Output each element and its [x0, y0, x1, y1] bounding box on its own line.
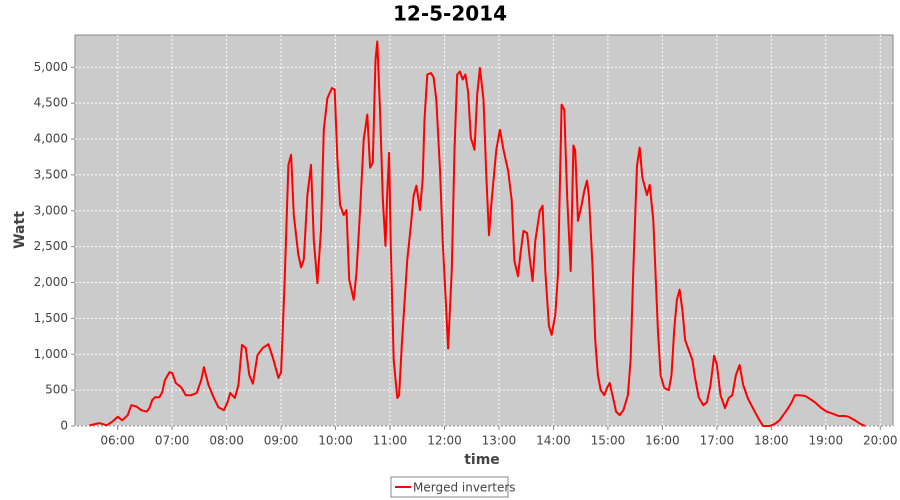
x-tick-label: 07:00 [155, 434, 190, 448]
y-tick-label: 2,000 [34, 275, 68, 289]
y-tick-label: 1,500 [34, 311, 68, 325]
legend-label: Merged inverters [413, 481, 516, 495]
legend [390, 476, 509, 498]
x-tick-label: 17:00 [700, 434, 735, 448]
x-tick-label: 14:00 [536, 434, 571, 448]
y-tick-label: 2,500 [34, 239, 68, 253]
x-tick-label: 15:00 [591, 434, 626, 448]
x-tick-label: 18:00 [754, 434, 789, 448]
x-tick-label: 10:00 [318, 434, 353, 448]
data-line [89, 40, 866, 427]
plot-area [74, 34, 894, 427]
x-tick-label: 06:00 [100, 434, 135, 448]
y-tick-label: 4,000 [34, 132, 68, 146]
y-tick-label: 0 [60, 419, 68, 433]
x-tick-label: 19:00 [809, 434, 844, 448]
y-tick-label: 500 [45, 383, 68, 397]
y-tick-label: 1,000 [34, 347, 68, 361]
x-tick-label: 12:00 [427, 434, 462, 448]
y-axis-label: Watt [12, 211, 28, 249]
x-tick-label: 13:00 [482, 434, 517, 448]
y-tick-label: 5,000 [34, 60, 68, 74]
x-tick-label: 11:00 [373, 434, 408, 448]
y-tick-label: 3,000 [34, 203, 68, 217]
y-tick-label: 3,500 [34, 167, 68, 181]
y-tick-label: 4,500 [34, 96, 68, 110]
x-tick-label: 16:00 [645, 434, 680, 448]
chart-title: 12-5-2014 [393, 2, 507, 26]
x-tick-label: 08:00 [209, 434, 244, 448]
x-tick-label: 20:00 [863, 434, 898, 448]
x-axis-label: time [464, 452, 500, 468]
x-tick-label: 09:00 [264, 434, 299, 448]
